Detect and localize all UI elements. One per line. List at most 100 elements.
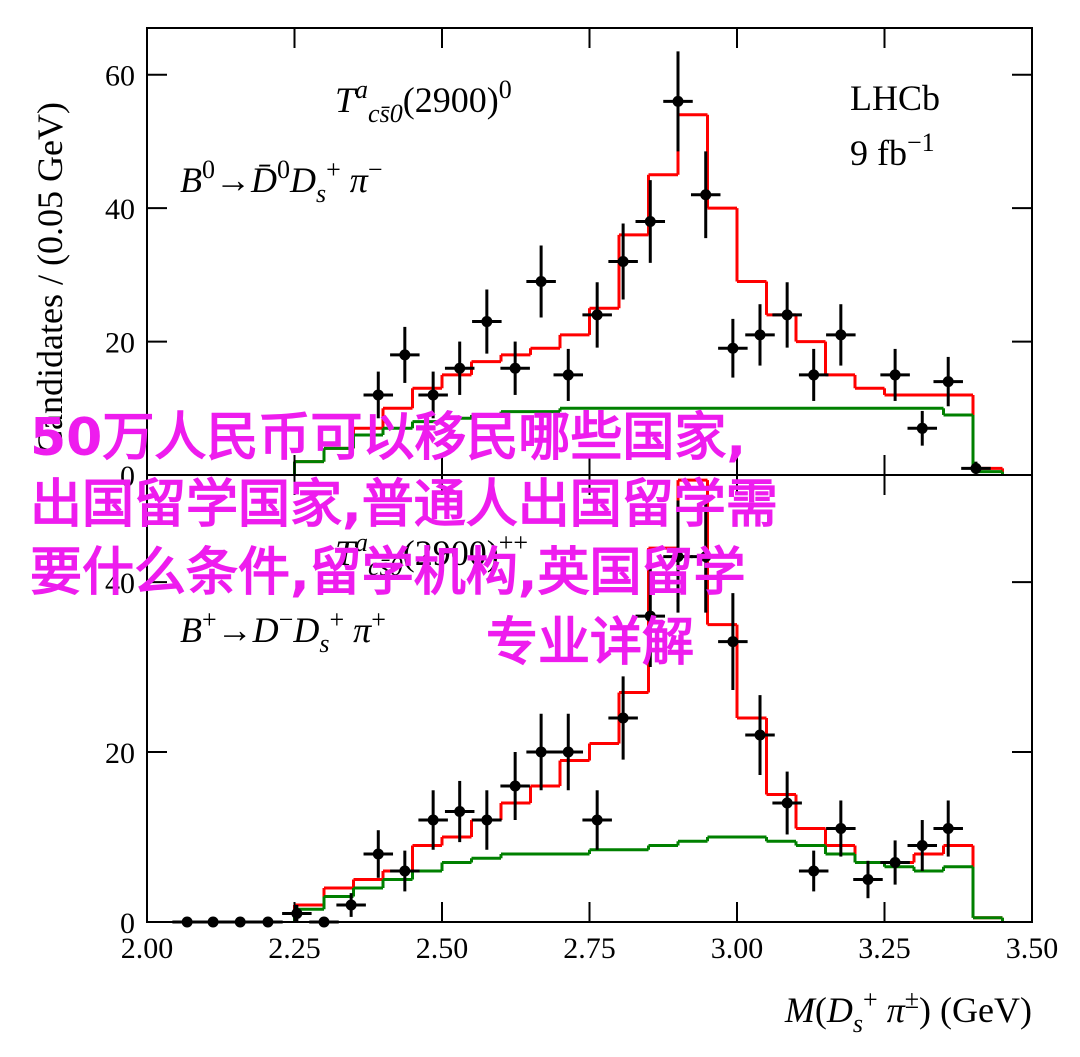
y-tick-label: 0 <box>120 907 135 940</box>
text-part: ) (GeV) <box>919 990 1032 1030</box>
data-point <box>835 823 847 835</box>
text-part: π <box>878 990 906 1030</box>
data-point <box>535 276 547 288</box>
text-part: → <box>215 160 251 200</box>
data-point <box>889 857 901 869</box>
text-part: cs̄0 <box>368 552 403 581</box>
x-tick-label: 2.25 <box>268 932 321 965</box>
overlay-title-line: 专业详解 <box>486 613 694 673</box>
data-point <box>727 636 739 648</box>
text-part: D <box>289 160 316 200</box>
text-part: D <box>292 610 319 650</box>
data-point <box>535 746 547 758</box>
x-axis-label: M(Ds+ π±) (GeV) <box>784 985 1032 1038</box>
data-point <box>427 814 439 826</box>
y-tick-label: 60 <box>105 60 135 93</box>
data-point <box>509 362 521 374</box>
data-point <box>345 899 357 911</box>
text-part: a <box>355 75 368 104</box>
text-part: a <box>355 528 368 557</box>
text-part: T <box>335 533 358 573</box>
data-point <box>372 848 384 860</box>
data-point <box>617 256 629 268</box>
text-part: D <box>826 990 853 1030</box>
data-point <box>644 610 656 622</box>
text-part: (2900) <box>403 80 499 120</box>
data-point <box>835 329 847 341</box>
text-part: s <box>316 179 326 208</box>
data-point <box>672 551 684 563</box>
data-point <box>562 369 574 381</box>
text-part: −1 <box>907 128 935 157</box>
data-point <box>808 369 820 381</box>
data-point <box>781 797 793 809</box>
text-part: + <box>863 985 878 1014</box>
data-point <box>754 329 766 341</box>
text-part: ++ <box>499 528 528 557</box>
text-part: D <box>252 610 279 650</box>
text-part: (2900) <box>403 533 499 573</box>
data-point <box>781 309 793 321</box>
y-tick-label: 40 <box>105 567 135 600</box>
x-tick-label: 2.75 <box>563 932 616 965</box>
text-part: ( <box>815 990 827 1030</box>
text-part: − <box>279 605 294 634</box>
data-point <box>562 746 574 758</box>
annotation: Tacs̄0(2900)++ <box>335 528 528 581</box>
text-part: D̄ <box>250 160 277 200</box>
x-tick-label: 2.00 <box>121 932 174 965</box>
text-part: + <box>326 155 341 184</box>
data-point <box>970 462 982 474</box>
text-part: T <box>335 80 358 120</box>
data-point <box>727 342 739 354</box>
text-part: π <box>341 160 369 200</box>
data-point <box>591 309 603 321</box>
data-point <box>942 376 954 388</box>
data-point <box>754 729 766 741</box>
x-tick-label: 2.50 <box>416 932 469 965</box>
text-part: 0 <box>277 155 290 184</box>
x-tick-label: 3.25 <box>858 932 911 965</box>
text-part: ± <box>905 985 919 1014</box>
data-point <box>481 316 493 328</box>
text-part: M <box>784 990 817 1030</box>
text-part: → <box>217 610 253 650</box>
data-point <box>399 349 411 361</box>
data-point <box>700 551 712 563</box>
data-point <box>291 908 303 920</box>
text-part: 9 fb <box>850 133 907 173</box>
data-point <box>672 95 684 107</box>
text-part: s <box>319 629 329 658</box>
overlay-title-line: 50万人民币可以移民哪些国家, <box>30 408 746 468</box>
y-tick-label: 40 <box>105 193 135 226</box>
overlay-title-line: 要什么条件,留学机构,英国留学 <box>30 543 746 603</box>
data-point <box>454 362 466 374</box>
y-axis-label: Candidates / (0.05 GeV) <box>30 102 70 454</box>
text-part: s <box>853 1009 863 1038</box>
data-point <box>481 814 493 826</box>
text-part: 0 <box>499 75 512 104</box>
text-part: cs̄0 <box>368 99 403 128</box>
y-tick-label: 20 <box>105 327 135 360</box>
data-point <box>700 189 712 201</box>
annotation: B0→D̄0Ds+ π− <box>180 155 383 208</box>
data-point <box>942 823 954 835</box>
data-point <box>889 369 901 381</box>
data-point <box>509 780 521 792</box>
text-part: 0 <box>202 155 215 184</box>
data-point <box>372 389 384 401</box>
data-point <box>591 814 603 826</box>
text-part: B <box>180 160 202 200</box>
data-point <box>916 840 928 852</box>
text-part: B <box>180 610 202 650</box>
data-point <box>916 422 928 434</box>
data-point <box>427 389 439 401</box>
annotation: B+→D−Ds+ π+ <box>180 605 386 658</box>
text-part: π <box>344 610 372 650</box>
overlay-title-line: 出国留学国家,普通人出国留学需 <box>30 475 778 535</box>
data-point <box>454 806 466 818</box>
annotation: LHCb <box>850 78 940 118</box>
data-point <box>617 712 629 724</box>
text-part: − <box>368 155 383 184</box>
